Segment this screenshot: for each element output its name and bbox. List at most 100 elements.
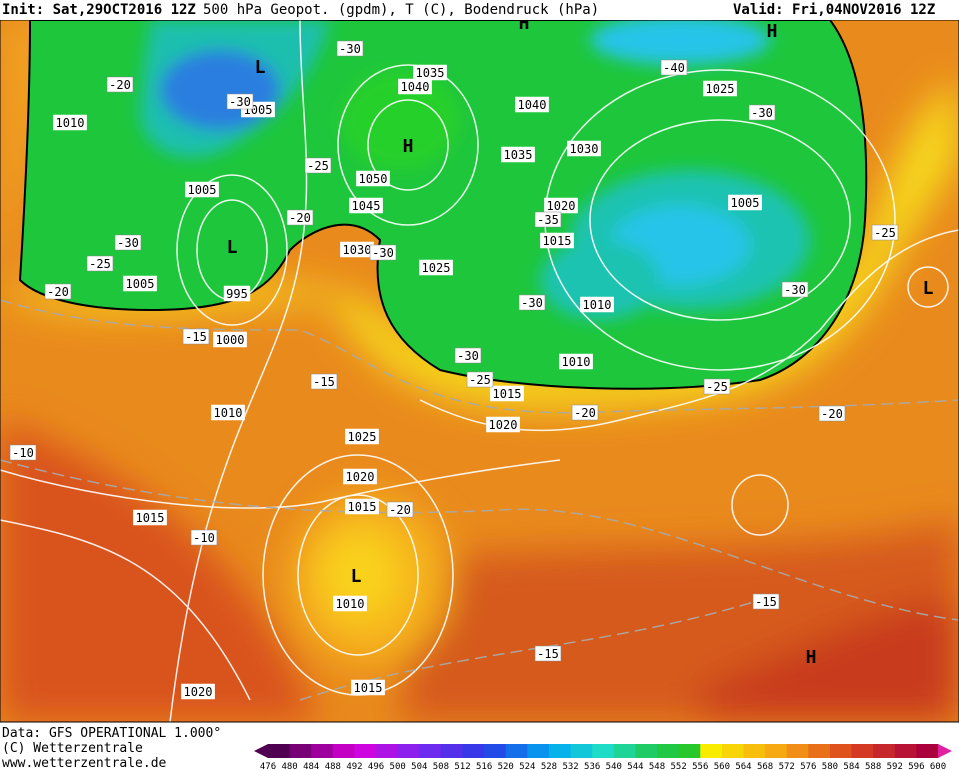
- pressure-label: 1035: [504, 148, 533, 162]
- colorbar-label: 524: [519, 762, 535, 770]
- pressure-label: 1025: [348, 430, 377, 444]
- pressure-label-box: [333, 595, 367, 612]
- colorbar-cell: [354, 744, 377, 758]
- colorbar-cell: [916, 744, 939, 758]
- map-title: 500 hPa Geopot. (gpdm), T (C), Bodendruc…: [203, 2, 599, 18]
- pressure-label-box: [559, 353, 593, 370]
- pressure-label: 1030: [343, 243, 372, 257]
- pressure-label-box: [185, 181, 219, 198]
- temperature-label-box: [286, 209, 314, 226]
- temperature-label: -25: [307, 159, 329, 173]
- pressure-label-box: [356, 170, 390, 187]
- temperature-label: -30: [784, 283, 806, 297]
- colorbar-cell: [808, 744, 831, 758]
- pressure-label-box: [515, 96, 549, 113]
- colorbar-label: 560: [714, 762, 730, 770]
- temperature-label: -30: [117, 236, 139, 250]
- temperature-label-box: [226, 93, 254, 110]
- pressure-label-box: [343, 468, 377, 485]
- colorbar-label: 492: [346, 762, 362, 770]
- init-time: Init: Sat,29OCT2016 12Z: [2, 2, 196, 18]
- colorbar-cell: [332, 744, 355, 758]
- data-source: Data: GFS OPERATIONAL 1.000°: [2, 726, 221, 741]
- colorbar-label: 552: [671, 762, 687, 770]
- pressure-center: L: [255, 57, 266, 78]
- pressure-label-box: [419, 259, 453, 276]
- colorbar-label: 528: [541, 762, 557, 770]
- temperature-label-box: [534, 645, 562, 662]
- colorbar-label: 496: [368, 762, 384, 770]
- colorbar-label: 576: [800, 762, 816, 770]
- pressure-label: 1010: [214, 406, 243, 420]
- colorbar-label: 476: [260, 762, 276, 770]
- header-band: [0, 0, 959, 20]
- pressure-label: 1010: [562, 355, 591, 369]
- colorbar-label: 584: [843, 762, 859, 770]
- colorbar-cell: [700, 744, 723, 758]
- temperature-label-box: [369, 244, 397, 261]
- pressure-label-box: [540, 232, 574, 249]
- colorbar-cell: [570, 744, 593, 758]
- temperature-label: -30: [229, 95, 251, 109]
- colorbar-label: 500: [390, 762, 406, 770]
- temperature-label-box: [86, 255, 114, 272]
- temperature-label: -25: [874, 226, 896, 240]
- colorbar-label: 544: [627, 762, 643, 770]
- pressure-label-box: [490, 385, 524, 402]
- pressure-label: 1040: [518, 98, 547, 112]
- colorbar-cell: [527, 744, 550, 758]
- pressure-label: 1045: [352, 199, 381, 213]
- pressure-label-box: [223, 285, 251, 302]
- temperature-label: -30: [751, 106, 773, 120]
- temperature-label: -15: [537, 647, 559, 661]
- pressure-label: 1025: [422, 261, 451, 275]
- temperature-label-box: [518, 294, 546, 311]
- colorbar-cell: [505, 744, 528, 758]
- pressure-label-box: [181, 683, 215, 700]
- colorbar-cell: [440, 744, 464, 758]
- temperature-label-box: [304, 157, 332, 174]
- temperature-label: -10: [193, 531, 215, 545]
- temperature-label-box: [660, 59, 688, 76]
- temperature-label-box: [571, 404, 599, 421]
- pressure-center: L: [923, 278, 934, 299]
- pressure-label: 1050: [359, 172, 388, 186]
- temperature-label: -35: [537, 213, 559, 227]
- colorbar-label: 540: [606, 762, 622, 770]
- colorbar-arrow-right: [938, 744, 952, 758]
- temperature-label-box: [114, 234, 142, 251]
- temperature-label-box: [310, 373, 338, 390]
- colorbar-cell: [289, 744, 312, 758]
- pressure-label: 1015: [543, 234, 572, 248]
- pressure-label-box: [486, 416, 520, 433]
- colorbar-label: 600: [930, 762, 946, 770]
- colorbar-cell: [721, 744, 744, 758]
- colorbar-label: 580: [822, 762, 838, 770]
- pressure-label-box: [123, 275, 157, 292]
- pressure-label-box: [398, 78, 432, 95]
- colorbar-label: 592: [887, 762, 903, 770]
- colorbar-label: 484: [303, 762, 319, 770]
- pressure-label: 1020: [489, 418, 518, 432]
- temperature-label: -30: [457, 349, 479, 363]
- pressure-center: L: [227, 237, 238, 258]
- colorbar-label: 564: [735, 762, 751, 770]
- pressure-label-box: [501, 146, 535, 163]
- colorbar-cell: [765, 744, 788, 758]
- pressure-label: 1015: [348, 500, 377, 514]
- colorbar-cell: [419, 744, 442, 758]
- temperature-label-box: [190, 529, 218, 546]
- temperature-label-box: [44, 283, 72, 300]
- pressure-label-box: [345, 428, 379, 445]
- colorbar-label: 504: [411, 762, 427, 770]
- pressure-label-box: [728, 194, 762, 211]
- pressure-label: 1025: [706, 82, 735, 96]
- colorbar-cell: [376, 744, 399, 758]
- colorbar-cell: [311, 744, 334, 758]
- colorbar-label: 480: [281, 762, 297, 770]
- colorbar-cell: [613, 744, 636, 758]
- colorbar-label: 512: [454, 762, 470, 770]
- pressure-center: L: [351, 566, 362, 587]
